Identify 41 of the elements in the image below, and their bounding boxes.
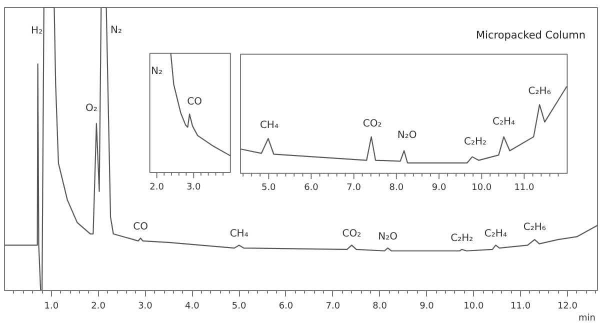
- annotation: CH₄: [230, 228, 248, 240]
- x-tick-label: 7.0: [326, 302, 340, 312]
- annotation: N₂: [110, 25, 122, 36]
- x-tick-label: 9.0: [432, 183, 446, 194]
- x-tick-label: 3.0: [138, 302, 153, 312]
- annotation: CO₂: [362, 118, 382, 130]
- annotation: C₂H₂: [450, 232, 474, 244]
- x-tick-label: 11.0: [510, 302, 531, 312]
- x-axis-title: min: [578, 314, 596, 323]
- annotation: C₂H₄: [484, 228, 507, 240]
- annotation: C₂H₄: [492, 116, 516, 128]
- annotation: CO: [133, 222, 148, 233]
- x-tick-label: 11.0: [514, 183, 535, 194]
- x-tick-label: 10.0: [472, 183, 492, 194]
- annotation: CH₄: [260, 120, 278, 132]
- annotation: C₂H₂: [464, 136, 487, 148]
- annotation: C₂H₆: [523, 222, 546, 234]
- annotation: N₂: [151, 66, 163, 77]
- x-tick-label: 6.0: [278, 302, 294, 312]
- x-tick-label: 5.0: [232, 302, 247, 312]
- x-tick-label: 10.0: [464, 302, 484, 312]
- annotation: CO: [187, 96, 202, 108]
- annotation: N₂O: [378, 232, 398, 243]
- x-tick-label: 2.0: [91, 302, 106, 312]
- text: Micropacked Column: [476, 30, 586, 42]
- x-tick-label: 5.0: [261, 183, 276, 194]
- x-tick-label: 4.0: [185, 302, 200, 312]
- x-tick-label: 8.0: [372, 302, 388, 312]
- x-tick-label: 7.0: [346, 183, 362, 194]
- x-tick-label: 3.0: [186, 182, 202, 192]
- annotation: O₂: [86, 103, 98, 114]
- x-tick-label: 2.0: [150, 182, 164, 192]
- annotation: H₂: [31, 26, 43, 37]
- x-tick-label: 1.0: [44, 302, 59, 312]
- x-tick-label: 9.0: [420, 302, 434, 312]
- annotation: CO₂: [342, 228, 362, 240]
- x-tick-label: 6.0: [304, 183, 319, 194]
- annotation: N₂O: [397, 130, 417, 142]
- x-tick-label: 8.0: [389, 183, 404, 194]
- x-tick-label: 12.0: [557, 302, 578, 312]
- annotation: C₂H₆: [528, 86, 551, 98]
